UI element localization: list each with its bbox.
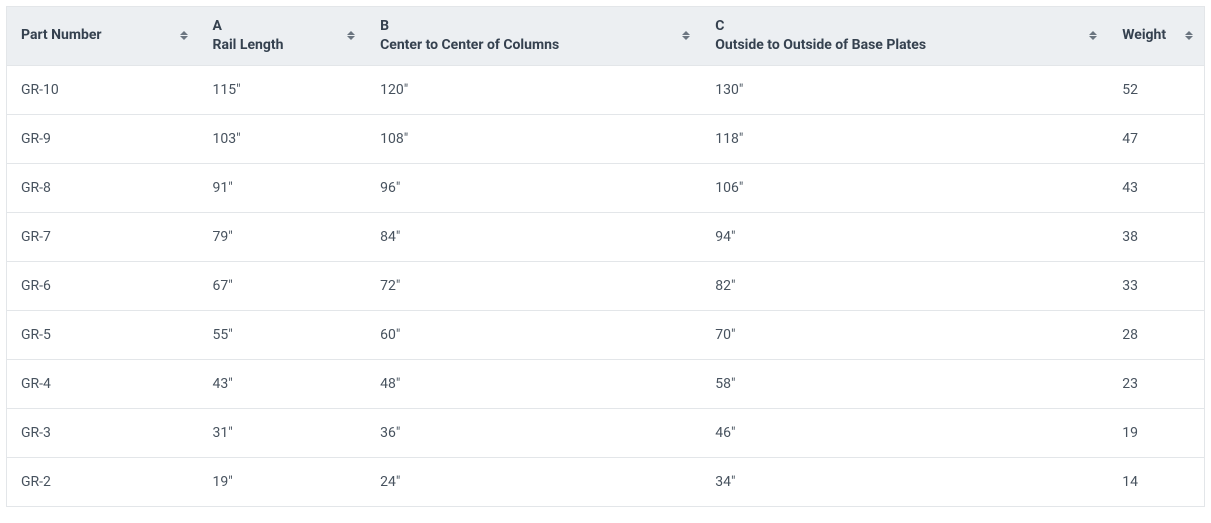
- sort-icon[interactable]: [346, 29, 356, 43]
- cell-weight: 14: [1108, 457, 1204, 506]
- cell-weight: 38: [1108, 212, 1204, 261]
- cell-a: 55": [199, 310, 367, 359]
- col-header-line1: C: [715, 17, 926, 36]
- cell-a: 43": [199, 359, 367, 408]
- cell-a: 103": [199, 114, 367, 163]
- cell-weight: 43: [1108, 163, 1204, 212]
- col-header-a[interactable]: ARail Length: [199, 7, 367, 65]
- table-body: GR-10115"120"130"52GR-9103"108"118"47GR-…: [7, 65, 1204, 506]
- cell-b: 72": [366, 261, 701, 310]
- cell-b: 120": [366, 65, 701, 114]
- cell-weight: 47: [1108, 114, 1204, 163]
- table-row: GR-667"72"82"33: [7, 261, 1204, 310]
- cell-c: 130": [701, 65, 1108, 114]
- cell-b: 60": [366, 310, 701, 359]
- cell-b: 36": [366, 408, 701, 457]
- cell-part: GR-7: [7, 212, 199, 261]
- cell-a: 79": [199, 212, 367, 261]
- col-header-b[interactable]: BCenter to Center of Columns: [366, 7, 701, 65]
- specs-table-container: Part NumberARail LengthBCenter to Center…: [6, 6, 1205, 507]
- cell-c: 58": [701, 359, 1108, 408]
- sort-icon[interactable]: [1184, 29, 1194, 43]
- cell-part: GR-2: [7, 457, 199, 506]
- table-row: GR-9103"108"118"47: [7, 114, 1204, 163]
- table-row: GR-779"84"94"38: [7, 212, 1204, 261]
- cell-b: 108": [366, 114, 701, 163]
- cell-weight: 52: [1108, 65, 1204, 114]
- col-header-line2: Part Number: [21, 26, 102, 45]
- col-header-line2: Outside to Outside of Base Plates: [715, 36, 926, 55]
- col-header-c[interactable]: COutside to Outside of Base Plates: [701, 7, 1108, 65]
- col-header-weight[interactable]: Weight: [1108, 7, 1204, 65]
- cell-weight: 33: [1108, 261, 1204, 310]
- table-row: GR-10115"120"130"52: [7, 65, 1204, 114]
- table-row: GR-443"48"58"23: [7, 359, 1204, 408]
- cell-a: 115": [199, 65, 367, 114]
- col-header-line2: Rail Length: [213, 36, 284, 55]
- cell-a: 31": [199, 408, 367, 457]
- table-row: GR-555"60"70"28: [7, 310, 1204, 359]
- table-row: GR-331"36"46"19: [7, 408, 1204, 457]
- sort-icon[interactable]: [1088, 29, 1098, 43]
- cell-weight: 19: [1108, 408, 1204, 457]
- cell-part: GR-3: [7, 408, 199, 457]
- cell-part: GR-4: [7, 359, 199, 408]
- cell-a: 19": [199, 457, 367, 506]
- cell-c: 82": [701, 261, 1108, 310]
- cell-part: GR-9: [7, 114, 199, 163]
- cell-c: 94": [701, 212, 1108, 261]
- cell-part: GR-5: [7, 310, 199, 359]
- cell-part: GR-8: [7, 163, 199, 212]
- cell-c: 46": [701, 408, 1108, 457]
- cell-c: 118": [701, 114, 1108, 163]
- col-header-line2: Weight: [1122, 26, 1166, 45]
- col-header-line1: B: [380, 17, 559, 36]
- table-header-row: Part NumberARail LengthBCenter to Center…: [7, 7, 1204, 65]
- col-header-line2: Center to Center of Columns: [380, 36, 559, 55]
- cell-b: 24": [366, 457, 701, 506]
- cell-a: 91": [199, 163, 367, 212]
- table-row: GR-891"96"106"43: [7, 163, 1204, 212]
- cell-c: 106": [701, 163, 1108, 212]
- cell-c: 70": [701, 310, 1108, 359]
- cell-b: 48": [366, 359, 701, 408]
- cell-weight: 28: [1108, 310, 1204, 359]
- specs-table: Part NumberARail LengthBCenter to Center…: [7, 7, 1204, 506]
- col-header-part[interactable]: Part Number: [7, 7, 199, 65]
- sort-icon[interactable]: [179, 29, 189, 43]
- table-row: GR-219"24"34"14: [7, 457, 1204, 506]
- cell-b: 84": [366, 212, 701, 261]
- cell-part: GR-10: [7, 65, 199, 114]
- cell-part: GR-6: [7, 261, 199, 310]
- cell-b: 96": [366, 163, 701, 212]
- sort-icon[interactable]: [681, 29, 691, 43]
- cell-a: 67": [199, 261, 367, 310]
- cell-c: 34": [701, 457, 1108, 506]
- col-header-line1: A: [213, 17, 284, 36]
- cell-weight: 23: [1108, 359, 1204, 408]
